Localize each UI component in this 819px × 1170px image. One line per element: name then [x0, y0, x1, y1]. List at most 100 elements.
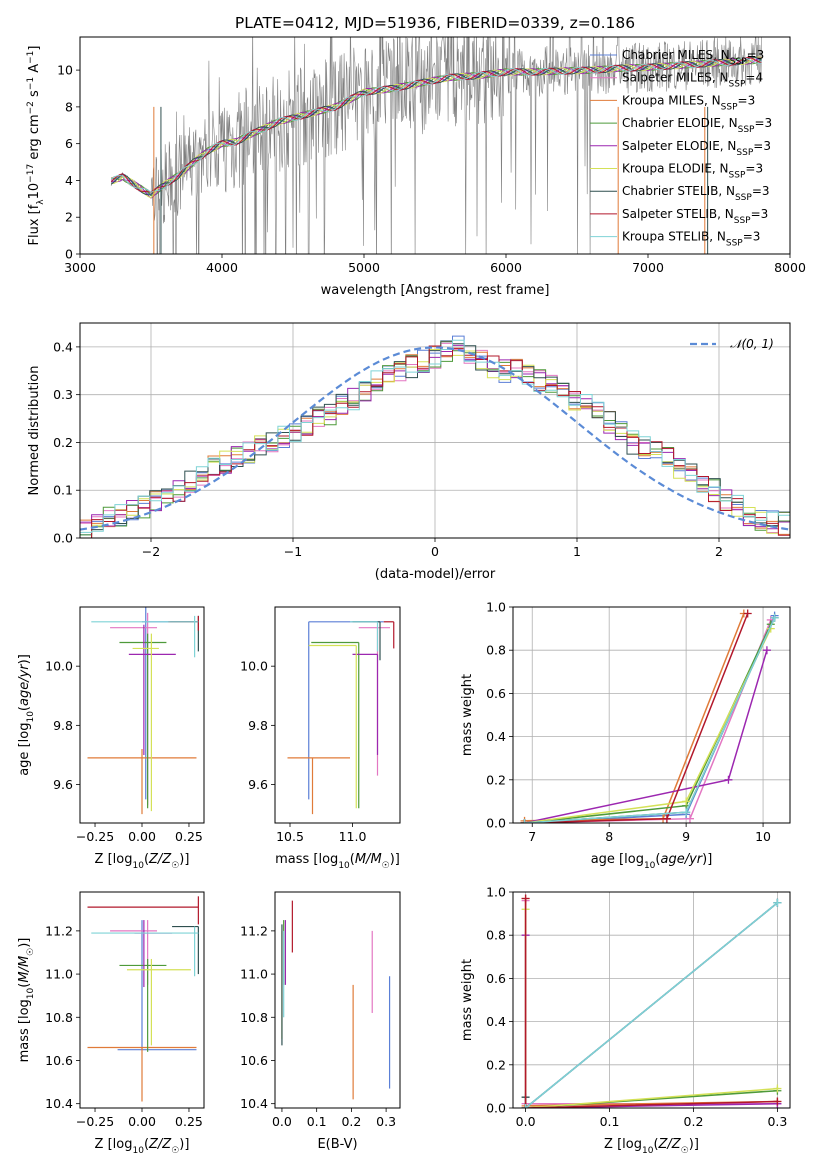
- axes-frame: [79, 322, 791, 539]
- y-tick-label: 0.3: [53, 387, 73, 402]
- y-tick-label: 10.6: [240, 1053, 268, 1068]
- y-tick-label: 0.6: [486, 971, 506, 986]
- legend-label: Kroupa MILES, NSSP=3: [622, 93, 755, 112]
- x-tick-label: 2: [715, 544, 723, 559]
- mass-weight-marker: [685, 814, 694, 823]
- x-axis-label: wavelength [Angstrom, rest frame]: [321, 283, 550, 298]
- mass-weight-line: [525, 902, 778, 1108]
- y-tick-label: 0.0: [486, 1101, 506, 1116]
- y-tick-label: 0.2: [486, 1057, 506, 1072]
- y-axis-label: Flux [fλ10−17 erg cm−2 s−1 A−1]: [26, 46, 46, 246]
- spectrum-panel: 3000 4000 5000 6000 7000 8000 0 2 4 6 8 10 wavelengt…: [26, 36, 806, 298]
- axes-frame: [274, 606, 401, 824]
- axes-frame: [512, 891, 791, 1109]
- spectrum-plot-area: [110, 37, 762, 254]
- mass-vs-Z-plot-area: [87, 896, 199, 1102]
- mass-weight-line: [524, 623, 772, 823]
- x-tick-label: 4000: [206, 260, 238, 275]
- mass-weight-marker: [682, 797, 691, 806]
- y-tick-label: 10.8: [45, 1010, 73, 1025]
- y-tick-label: 11.2: [45, 923, 73, 938]
- x-tick-label: 8: [605, 829, 613, 844]
- x-tick-label: 0.2: [684, 1114, 704, 1129]
- y-axis-label: age [log10(age/yr)]: [17, 654, 36, 776]
- x-tick-label: −2: [142, 544, 160, 559]
- legend-label: 𝒩(0, 1): [730, 337, 774, 351]
- mass-weight-line: [524, 900, 778, 1105]
- x-tick-label: 0.3: [767, 1114, 787, 1129]
- x-tick-label: 6000: [490, 260, 522, 275]
- y-tick-label: 9.6: [248, 777, 268, 792]
- mass-weight-marker: [773, 1097, 782, 1106]
- x-tick-label: 7: [528, 829, 536, 844]
- y-tick-label: 0.4: [486, 1014, 506, 1029]
- age-vs-Z-panel: −0.25 0.00 0.25 9.6 9.8 10.0 Z [log10(Z/Z☉)] ag…: [17, 606, 205, 871]
- x-tick-label: 10: [755, 829, 771, 844]
- y-tick-label: 10.6: [45, 1053, 73, 1068]
- y-tick-label: 10.0: [45, 659, 73, 674]
- legend-label: Salpeter STELIB, NSSP=3: [622, 207, 768, 226]
- y-tick-label: 8: [65, 99, 73, 114]
- axes-frame: [512, 606, 791, 824]
- model-spectrum-line: [110, 57, 762, 193]
- mass-vs-EBV-plot-area: [281, 900, 391, 1100]
- mass-weight-marker: [724, 775, 733, 784]
- mass-weight-marker: [662, 814, 671, 823]
- residual-histogram: [80, 335, 790, 536]
- mass-weight-vs-age-panel: 7 8 9 10 0.0 0.2 0.4 0.6 0.8 1.0 age [log10(age/yr…: [460, 600, 791, 871]
- x-axis-label: age [log10(age/yr)]: [591, 852, 713, 871]
- x-tick-label: 0.1: [307, 1114, 327, 1129]
- y-tick-label: 0.8: [486, 643, 506, 658]
- residuals-plot-area: [80, 335, 790, 538]
- x-tick-label: −0.25: [76, 1114, 114, 1129]
- x-axis-label: Z [log10(Z/Z☉)]: [95, 852, 190, 871]
- mass-vs-EBV-panel: 0.0 0.1 0.2 0.3 10.4 10.6 10.8 11.0 11.2 E(B-V): [240, 891, 401, 1152]
- x-tick-label: −1: [284, 544, 302, 559]
- axes-frame: [79, 36, 791, 255]
- x-tick-label: 11.0: [339, 829, 367, 844]
- y-tick-label: 11.0: [240, 967, 268, 982]
- y-tick-label: 0.4: [53, 339, 73, 354]
- y-tick-label: 0.0: [486, 816, 506, 831]
- x-tick-label: 0.25: [175, 829, 203, 844]
- y-tick-label: 0.8: [486, 928, 506, 943]
- x-tick-label: 0.3: [376, 1114, 396, 1129]
- mass-weight-vs-Z-panel: 0.0 0.1 0.2 0.3 0.0 0.2 0.4 0.6 0.8 1.0 Z [log10(Z…: [460, 885, 791, 1156]
- mass-weight-line: [524, 615, 776, 823]
- residuals-panel: −2 −1 0 1 2 0.0 0.1 0.2 0.3 0.4 (data-model)/error…: [27, 322, 791, 582]
- legend-label: Salpeter MILES, NSSP=4: [622, 71, 763, 90]
- age-vs-mass-plot-area: [287, 621, 395, 815]
- mass-weight-line: [524, 898, 778, 1107]
- age-vs-mass-panel: 10.5 11.0 9.6 9.8 10.0 mass [log10(M/M☉)]: [240, 606, 401, 871]
- y-tick-label: 9.6: [53, 777, 73, 792]
- mass-weight-line: [524, 613, 745, 822]
- x-tick-label: 5000: [348, 260, 380, 275]
- axes-frame: [79, 606, 205, 824]
- mass-weight-marker: [521, 894, 530, 903]
- model-spectrum-line: [110, 57, 762, 193]
- residual-histogram: [80, 345, 790, 538]
- mass-weight-line: [524, 909, 778, 1108]
- x-axis-label: mass [log10(M/M☉)]: [275, 852, 400, 871]
- y-tick-label: 0.0: [53, 531, 73, 546]
- y-tick-label: 11.2: [240, 923, 268, 938]
- y-tick-label: 0.4: [486, 729, 506, 744]
- y-tick-label: 0.2: [486, 772, 506, 787]
- legend-label: Salpeter ELODIE, NSSP=3: [622, 139, 771, 158]
- x-tick-label: 0.1: [600, 1114, 620, 1129]
- normal-curve: [80, 346, 790, 531]
- x-tick-label: 0.2: [341, 1114, 361, 1129]
- mass-weight-line: [524, 628, 772, 823]
- x-tick-label: 0.0: [272, 1114, 292, 1129]
- x-tick-label: 0.00: [128, 1114, 156, 1129]
- y-tick-label: 4: [65, 173, 73, 188]
- observed-spectrum: [110, 37, 762, 254]
- y-tick-label: 10.0: [240, 659, 268, 674]
- x-tick-label: 7000: [632, 260, 664, 275]
- x-tick-label: −0.25: [76, 829, 114, 844]
- residual-histogram: [80, 341, 790, 538]
- x-axis-label: Z [log10(Z/Z☉)]: [95, 1137, 190, 1156]
- y-axis-label: Normed distribution: [27, 366, 42, 496]
- x-tick-label: 8000: [774, 260, 806, 275]
